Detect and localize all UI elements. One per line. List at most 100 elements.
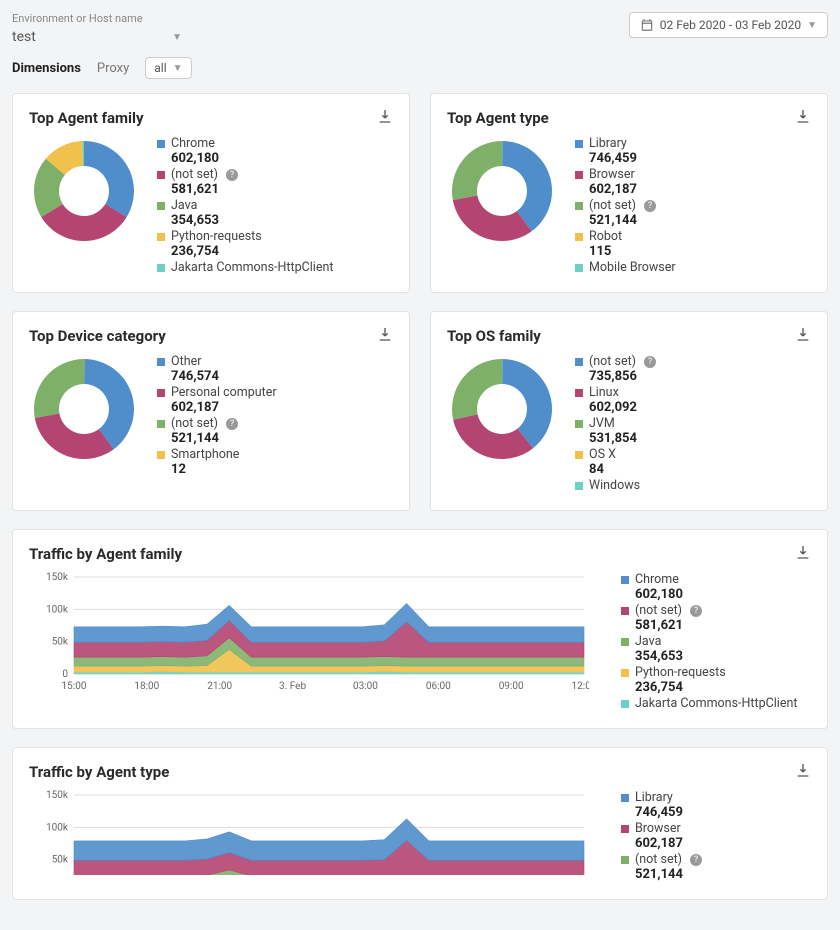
legend-value: 581,621: [635, 618, 811, 633]
legend-item: Jakarta Commons-HttpClient: [157, 260, 333, 275]
card-os-family: Top OS family (not set) ? 735,856 Linux …: [430, 311, 828, 511]
legend-label: (not set): [171, 416, 218, 431]
help-icon[interactable]: ?: [644, 200, 656, 212]
card-title: Traffic by Agent type: [29, 763, 169, 781]
card-agent-type: Top Agent type Library 746,459 Browser 6…: [430, 93, 828, 293]
legend-item: Library 746,459: [575, 136, 676, 166]
download-button[interactable]: [795, 326, 811, 346]
legend-swatch: [157, 140, 165, 148]
legend-value: 602,180: [171, 151, 333, 166]
legend-item: Robot 115: [575, 229, 676, 259]
legend-swatch: [575, 358, 583, 366]
legend-label: Robot: [589, 229, 622, 244]
legend-label: Python-requests: [171, 229, 262, 244]
legend-value: 354,653: [171, 213, 333, 228]
download-icon: [377, 108, 393, 124]
legend-label: Library: [635, 790, 673, 805]
env-select[interactable]: test ▼: [12, 27, 182, 49]
help-icon[interactable]: ?: [690, 854, 702, 866]
card-device-category: Top Device category Other 746,574 Person…: [12, 311, 410, 511]
download-button[interactable]: [377, 108, 393, 128]
donut-chart: [447, 136, 557, 250]
proxy-value: all: [154, 61, 166, 75]
legend-value: 354,653: [635, 649, 811, 664]
legend-value: 521,144: [589, 213, 676, 228]
card-traffic-agent-type: Traffic by Agent type 50k100k150k Librar…: [12, 747, 828, 900]
legend-value: 746,574: [171, 369, 277, 384]
download-button[interactable]: [377, 326, 393, 346]
legend-value: 746,459: [589, 151, 676, 166]
legend-item: Mobile Browser: [575, 260, 676, 275]
proxy-select[interactable]: all ▼: [145, 57, 191, 79]
legend-item: (not set) ? 521,144: [575, 198, 676, 228]
legend-swatch: [621, 825, 629, 833]
legend-item: Java 354,653: [621, 634, 811, 664]
legend-item: Browser 602,187: [621, 821, 811, 851]
legend-swatch: [157, 233, 165, 241]
legend-item: Python-requests 236,754: [621, 665, 811, 695]
legend-label: Library: [589, 136, 627, 151]
legend: Other 746,574 Personal computer 602,187 …: [157, 354, 277, 478]
tab-dimensions[interactable]: Dimensions: [12, 61, 81, 76]
legend-swatch: [157, 451, 165, 459]
download-icon: [377, 326, 393, 342]
legend-label: Browser: [635, 821, 681, 836]
download-button[interactable]: [795, 544, 811, 564]
legend-label: Java: [171, 198, 197, 213]
download-icon: [795, 762, 811, 778]
help-icon[interactable]: ?: [644, 356, 656, 368]
legend-label: (not set): [171, 167, 218, 182]
legend-label: Chrome: [171, 136, 215, 151]
legend-label: Jakarta Commons-HttpClient: [635, 696, 797, 711]
legend-item: (not set) ? 735,856: [575, 354, 656, 384]
legend-label: (not set): [589, 198, 636, 213]
legend-value: 602,187: [171, 400, 277, 415]
chevron-down-icon: ▼: [173, 63, 183, 74]
area-chart: 050k100k150k15:0018:0021:003. Feb03:0006…: [29, 572, 603, 712]
env-label: Environment or Host name: [12, 12, 182, 25]
legend-value: 12: [171, 462, 277, 477]
chevron-down-icon: ▼: [807, 20, 817, 31]
legend-item: Linux 602,092: [575, 385, 656, 415]
svg-text:0: 0: [62, 669, 68, 680]
download-button[interactable]: [795, 108, 811, 128]
legend-value: 521,144: [171, 431, 277, 446]
svg-text:100k: 100k: [46, 604, 69, 615]
donut-row: Top Device category Other 746,574 Person…: [12, 311, 828, 511]
card-title: Top OS family: [447, 327, 541, 345]
legend-swatch: [157, 171, 165, 179]
svg-text:50k: 50k: [52, 637, 69, 648]
legend-label: Browser: [589, 167, 635, 182]
legend-value: 236,754: [635, 680, 811, 695]
legend: Library 746,459 Browser 602,187 (not set…: [621, 790, 811, 883]
date-range-picker[interactable]: 02 Feb 2020 - 03 Feb 2020 ▼: [629, 12, 828, 38]
legend: Chrome 602,180 (not set) ? 581,621 Java …: [621, 572, 811, 712]
legend-value: 602,180: [635, 587, 811, 602]
svg-text:3. Feb: 3. Feb: [279, 681, 306, 692]
tab-proxy[interactable]: Proxy: [97, 61, 129, 76]
legend: Library 746,459 Browser 602,187 (not set…: [575, 136, 676, 276]
legend-swatch: [621, 669, 629, 677]
filter-bar: Dimensions Proxy all ▼: [12, 57, 828, 79]
legend-swatch: [575, 202, 583, 210]
svg-text:21:00: 21:00: [207, 681, 232, 692]
area-chart: 50k100k150k: [29, 790, 603, 883]
legend-label: Other: [171, 354, 201, 369]
legend-swatch: [575, 420, 583, 428]
legend-item: Browser 602,187: [575, 167, 676, 197]
legend-item: Windows: [575, 478, 656, 493]
svg-text:12:00: 12:00: [572, 681, 589, 692]
donut-row: Top Agent family Chrome 602,180 (not set…: [12, 93, 828, 293]
help-icon[interactable]: ?: [226, 169, 238, 181]
legend-value: 735,856: [589, 369, 656, 384]
download-button[interactable]: [795, 762, 811, 782]
help-icon[interactable]: ?: [226, 418, 238, 430]
legend: (not set) ? 735,856 Linux 602,092 JVM 53…: [575, 354, 656, 494]
legend-item: (not set) ? 581,621: [621, 603, 811, 633]
chevron-down-icon: ▼: [172, 32, 182, 43]
svg-text:18:00: 18:00: [134, 681, 159, 692]
help-icon[interactable]: ?: [690, 605, 702, 617]
legend-item: (not set) ? 521,144: [157, 416, 277, 446]
legend-label: Mobile Browser: [589, 260, 676, 275]
legend-item: Jakarta Commons-HttpClient: [621, 696, 811, 711]
